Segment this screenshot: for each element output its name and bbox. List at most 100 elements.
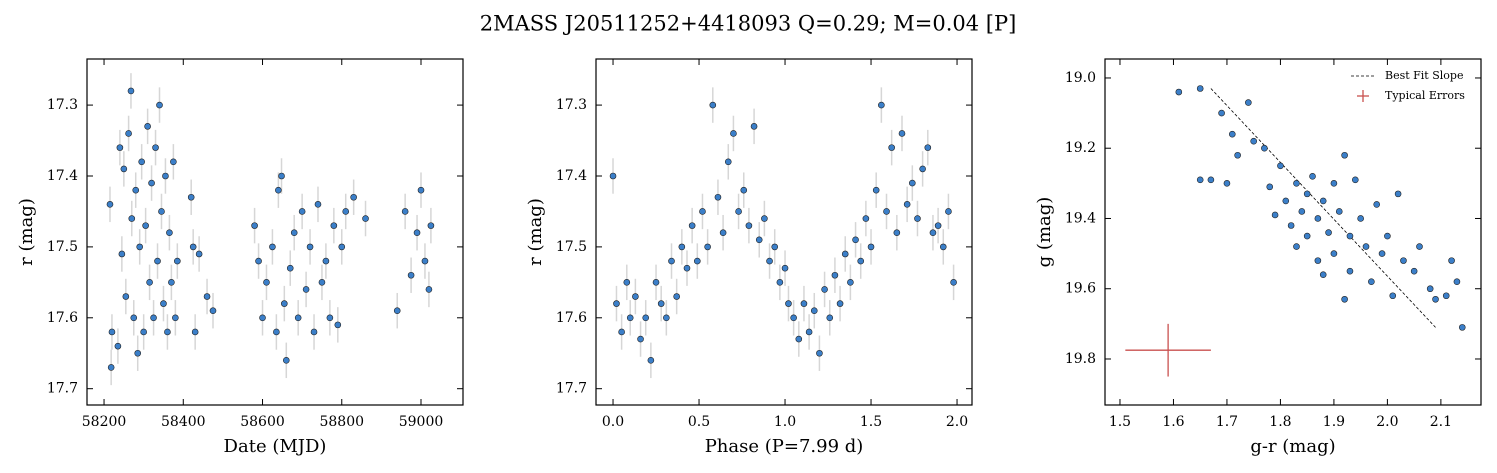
point (914, 215, 921, 222)
point (688, 222, 696, 229)
point (893, 229, 901, 237)
point (735, 208, 742, 215)
point (290, 229, 298, 237)
point (1400, 257, 1407, 264)
point (883, 208, 890, 215)
point (164, 328, 171, 336)
point (275, 186, 282, 194)
point (831, 271, 839, 279)
figure-title: 2MASS J20511252+4418093 Q=0.29; M=0.04 [… (480, 12, 1017, 36)
point (790, 314, 797, 322)
point (162, 172, 169, 180)
point (120, 165, 128, 173)
point (122, 293, 130, 300)
x-axis-label: Phase (P=7.99 d) (705, 436, 864, 457)
point (826, 314, 834, 322)
point (1384, 232, 1391, 240)
point (1341, 295, 1348, 303)
point (632, 293, 639, 300)
point (326, 314, 334, 322)
point (127, 87, 135, 95)
point (673, 293, 680, 300)
point (170, 158, 177, 166)
x-axis-label: g-r (mag) (1250, 436, 1335, 457)
x-tick-label: 58200 (82, 414, 127, 430)
point (766, 257, 773, 265)
point (668, 257, 675, 265)
x-tick-label: 58400 (161, 414, 206, 430)
point (898, 130, 906, 137)
point (136, 243, 143, 251)
point (1218, 109, 1225, 117)
point (282, 357, 290, 364)
point (427, 222, 435, 229)
point (1357, 215, 1364, 222)
point (118, 250, 126, 258)
point (138, 158, 145, 166)
point (652, 279, 660, 286)
point (771, 243, 779, 251)
point (278, 172, 285, 180)
point (1245, 99, 1252, 106)
x-tick-label: 58800 (319, 414, 364, 430)
point (1325, 229, 1332, 236)
y-tick-label: 19.6 (1065, 281, 1096, 297)
point (1293, 243, 1300, 250)
x-tick-label: 1.5 (1109, 414, 1131, 430)
y-tick-label: 17.5 (47, 239, 78, 255)
y-tick-label: 19.2 (1065, 140, 1096, 156)
point (642, 314, 650, 322)
point (1196, 176, 1204, 184)
point (1373, 201, 1381, 208)
point (318, 279, 326, 286)
point (618, 328, 625, 336)
point (1410, 267, 1418, 275)
point (714, 193, 722, 201)
point (1287, 222, 1295, 229)
x-tick-label: 2.0 (1376, 414, 1398, 430)
x-tick-label: 1.9 (1323, 414, 1345, 430)
point (263, 279, 270, 286)
point (740, 186, 748, 194)
y-tick-label: 17.7 (556, 381, 587, 397)
x-tick-label: 1.7 (1216, 414, 1238, 430)
point (1207, 176, 1215, 184)
point (699, 208, 706, 215)
point (1330, 180, 1338, 187)
point (623, 279, 631, 286)
point (1298, 208, 1306, 215)
point (362, 215, 369, 222)
point (302, 286, 310, 293)
point (1346, 232, 1354, 240)
point (1432, 295, 1439, 303)
point (847, 279, 854, 286)
point (657, 300, 665, 307)
point (709, 101, 717, 109)
point (1261, 144, 1268, 152)
point (259, 314, 266, 322)
point (1416, 243, 1423, 250)
point (334, 321, 342, 329)
point (924, 144, 932, 151)
y-tick-label: 17.6 (47, 310, 78, 326)
x-tick-label: 1.6 (1162, 414, 1184, 430)
y-tick-label: 17.4 (47, 168, 78, 184)
point (401, 208, 409, 215)
point (1234, 151, 1241, 159)
point (132, 186, 140, 194)
point (407, 271, 415, 279)
point (888, 144, 895, 151)
point (1250, 137, 1257, 145)
y-tick-label: 17.5 (556, 239, 587, 255)
point (939, 243, 947, 251)
legend-label: Typical Errors (1385, 89, 1465, 102)
y-tick-label: 19.0 (1065, 70, 1096, 86)
point (761, 215, 768, 222)
point (719, 229, 727, 237)
point (330, 222, 338, 229)
point (146, 279, 153, 286)
point (273, 328, 280, 336)
point (1426, 285, 1434, 293)
